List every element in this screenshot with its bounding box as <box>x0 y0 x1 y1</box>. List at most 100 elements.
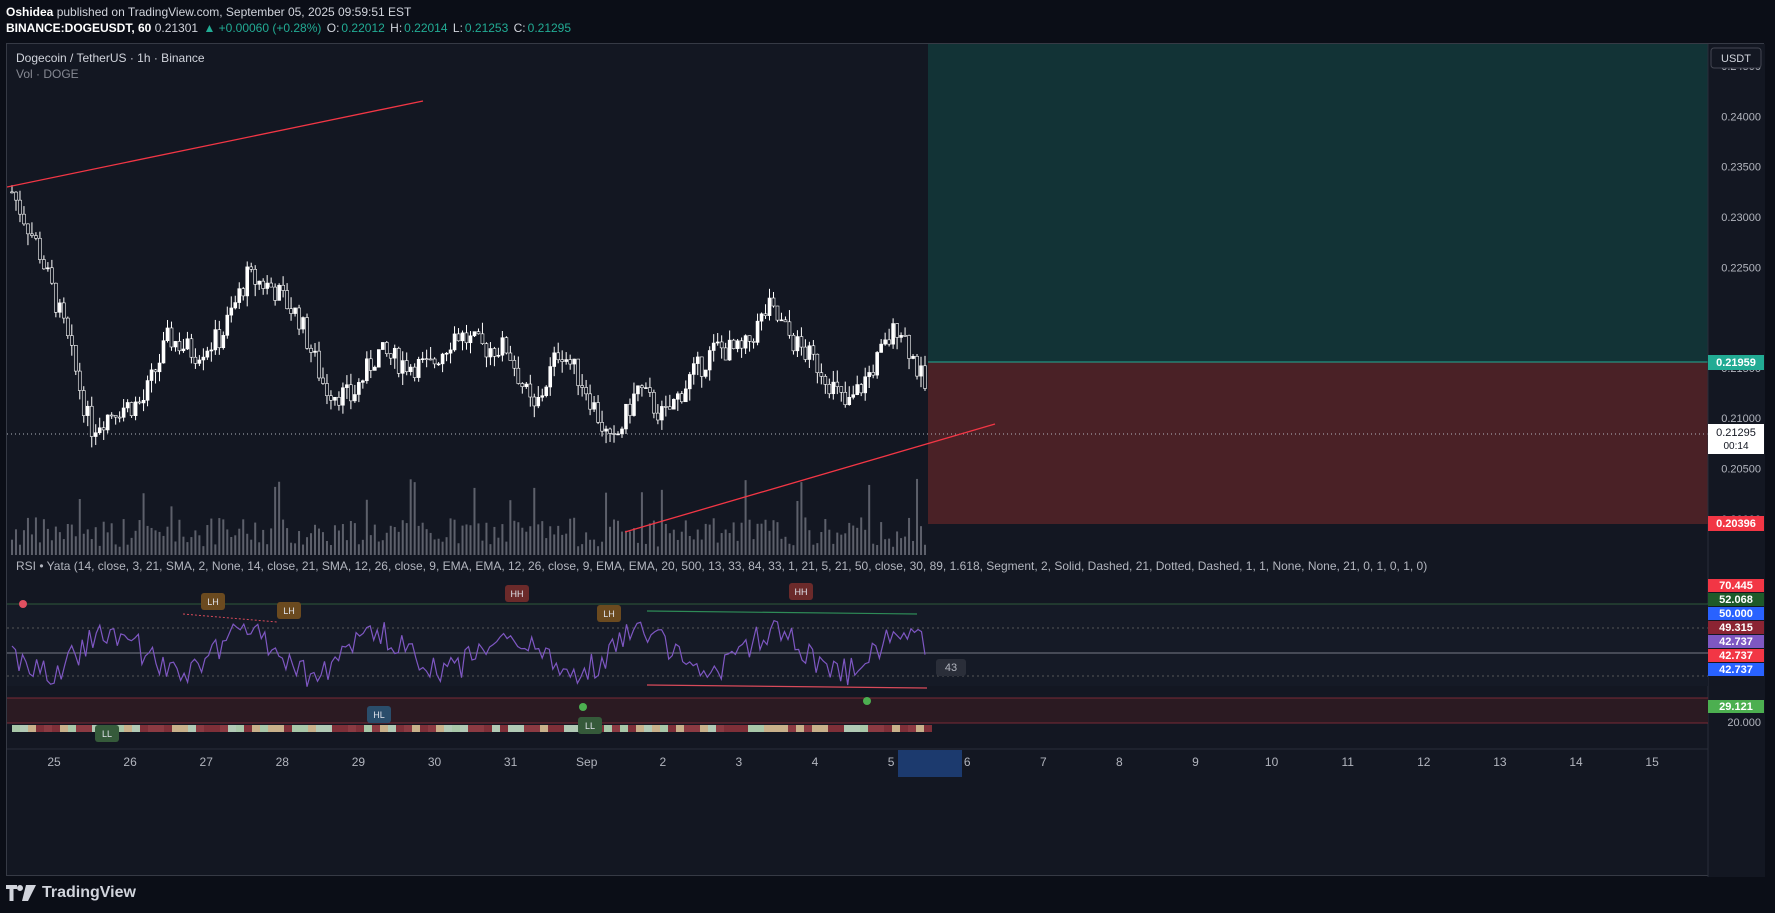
rsi-heat-cell <box>12 725 20 732</box>
candle-body <box>556 352 561 361</box>
candle-body <box>871 372 875 376</box>
volume-bar <box>605 492 608 555</box>
volume-bar <box>684 520 687 555</box>
time-tick: 25 <box>47 755 61 769</box>
rsi-axis-value: 52.068 <box>1719 594 1753 606</box>
rsi-axis-badge <box>1708 593 1764 606</box>
volume-bar <box>30 534 33 555</box>
candle-body <box>161 340 166 364</box>
volume-bar <box>796 500 799 555</box>
rsi-heat-cell <box>444 725 452 732</box>
candle-body <box>727 339 732 361</box>
volume-bar <box>640 492 643 555</box>
volume-bar <box>836 532 839 555</box>
trendline-lower[interactable] <box>624 423 996 533</box>
volume-bar <box>888 538 891 555</box>
stop-price: 0.20396 <box>1716 518 1756 530</box>
rsi-heat-cell <box>20 725 28 732</box>
volume-bar <box>198 535 201 555</box>
volume-bar <box>202 546 205 555</box>
volume-bar <box>234 535 237 555</box>
rsi-heat-cell <box>68 725 76 732</box>
volume-bar <box>728 533 731 555</box>
chart-area[interactable]: Dogecoin / TetherUS · 1h · Binance Vol ·… <box>6 43 1765 877</box>
candle-body <box>93 432 98 437</box>
volume-bar <box>525 531 528 555</box>
rsi-heat-cell <box>500 725 508 732</box>
volume-bar <box>22 530 25 555</box>
rsi-heat-cell <box>308 725 316 732</box>
volume-bar <box>593 539 596 555</box>
volume-bar <box>860 517 863 555</box>
volume-bar <box>106 532 109 555</box>
candle-body <box>141 399 146 404</box>
candle-body <box>408 366 413 372</box>
candle-body <box>388 353 393 359</box>
chart-canvas[interactable]: Dogecoin / TetherUS · 1h · Binance Vol ·… <box>6 44 1765 877</box>
price-axis[interactable]: 0.245000.240000.235000.230000.225000.215… <box>1707 44 1765 877</box>
volume-bar <box>832 543 835 555</box>
volume-bar <box>433 539 436 555</box>
volume-bar <box>648 523 651 555</box>
volume-bar <box>820 532 823 555</box>
candle-body <box>883 339 887 345</box>
volume-bar <box>401 520 404 555</box>
volume-bar <box>74 536 77 555</box>
trendline-upper[interactable] <box>6 100 424 188</box>
volume-bar <box>14 529 17 555</box>
volume-bar <box>246 533 249 555</box>
volume-bar <box>413 482 416 555</box>
volume-bar <box>872 543 875 555</box>
author-name[interactable]: Oshidea <box>6 5 54 19</box>
loss-zone[interactable] <box>928 362 1708 524</box>
volume-bar <box>290 542 293 555</box>
rsi-axis-value: 49.315 <box>1719 622 1753 634</box>
rsi-heat-cell <box>412 725 420 732</box>
candle-body <box>544 386 549 396</box>
currency-button[interactable] <box>1710 47 1762 69</box>
candle-body <box>660 406 664 421</box>
rsi-heat-cell <box>188 725 196 732</box>
candle-body <box>384 342 389 355</box>
high-label: H: <box>390 21 403 35</box>
candle-body <box>18 199 22 215</box>
candle-body <box>791 334 796 352</box>
volume-bar <box>242 519 245 555</box>
volume-bar <box>788 543 791 555</box>
candle-body <box>237 288 242 303</box>
rsi-heat-cell <box>684 725 692 732</box>
rsi-heat-cell <box>76 725 84 732</box>
rsi-swing-tag <box>578 717 602 734</box>
rsi-heat-cell <box>212 725 220 732</box>
candle-body <box>640 385 644 389</box>
volume-bars <box>11 478 926 555</box>
rsi-heat-cell <box>116 725 124 732</box>
volume-bar <box>206 525 209 555</box>
volume-bar <box>708 524 711 555</box>
candle-body <box>404 360 409 372</box>
candle-body <box>416 358 421 378</box>
rsi-heat-cell <box>420 725 428 732</box>
profit-zone[interactable] <box>928 44 1708 362</box>
volume-bar <box>700 539 703 555</box>
candle-body <box>133 401 138 416</box>
rsi-swing-label: HL <box>373 710 385 720</box>
volume-bar <box>357 544 360 555</box>
volume-bar <box>349 520 352 555</box>
footer-brand[interactable]: TradingView <box>6 884 136 902</box>
volume-bar <box>620 531 623 555</box>
rsi-heat-cell <box>348 725 356 732</box>
rsi-heat-cell <box>156 725 164 732</box>
rsi-axis-value: 42.737 <box>1719 636 1753 648</box>
candle-body <box>376 349 381 368</box>
volume-bar <box>66 524 69 555</box>
candle-body <box>771 297 776 307</box>
candle-body <box>735 340 740 349</box>
time-axis[interactable]: 25 26 27 28 29 30 31 Sep 2 3 4 5 6 7 8 9 10 11 12 13 14 15 <box>7 748 1708 777</box>
candle-body <box>759 313 764 322</box>
candle-body <box>644 387 648 389</box>
rsi-heat-cell <box>44 725 52 732</box>
volume-bar <box>218 518 221 555</box>
candle-body <box>293 307 297 314</box>
volume-bar <box>581 544 584 555</box>
